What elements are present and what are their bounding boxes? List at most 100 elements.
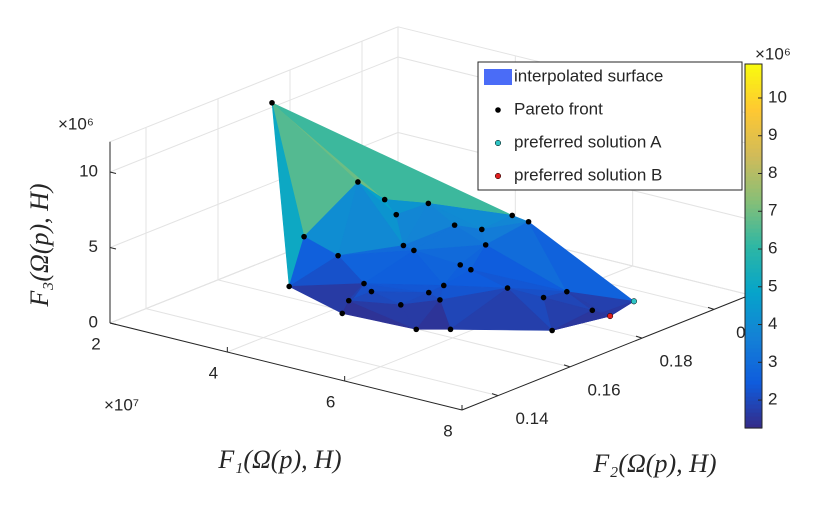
point: [630, 298, 637, 305]
colorbar-segment: [745, 68, 762, 73]
colorbar-segment: [745, 232, 762, 237]
box-edge: [109, 26, 399, 143]
z-tick: [109, 171, 117, 174]
x-tick-label: 6: [326, 392, 335, 411]
colorbar-segment: [745, 192, 762, 197]
point: [393, 211, 400, 218]
point: [564, 288, 570, 295]
colorbar-segment: [745, 76, 762, 81]
colorbar-segment: [745, 248, 762, 253]
colorbar-tick-label: 8: [768, 163, 777, 182]
colorbar-tick-label: 6: [768, 239, 777, 258]
colorbar-segment: [745, 104, 762, 109]
colorbar-segment: [745, 384, 762, 389]
colorbar-segment: [745, 136, 762, 141]
colorbar-segment: [745, 92, 762, 97]
colorbar-segment: [745, 256, 762, 261]
colorbar-segment: [745, 220, 762, 225]
colorbar-segment: [745, 416, 762, 421]
z-tick-label: 5: [89, 237, 98, 256]
colorbar-segment: [745, 72, 762, 77]
colorbar-segment: [745, 364, 762, 369]
colorbar-segment: [745, 336, 762, 341]
y-tick-label: 0.16: [587, 380, 620, 399]
colorbar-segment: [745, 204, 762, 209]
surface-facet: [415, 299, 451, 330]
colorbar-segment: [745, 176, 762, 181]
colorbar-segment: [745, 140, 762, 145]
colorbar-segment: [745, 184, 762, 189]
z-axis-label: F₃(Ω(p), H): [25, 183, 54, 307]
grid-line: [109, 56, 399, 173]
colorbar-tick-label: 2: [768, 390, 777, 409]
colorbar-segment: [745, 400, 762, 405]
point: [540, 294, 547, 301]
point: [355, 179, 361, 185]
point: [345, 297, 352, 304]
colorbar-tick-label: 4: [768, 314, 777, 333]
colorbar-segment: [745, 88, 762, 93]
colorbar-tick-label: 5: [768, 276, 777, 295]
colorbar-segment: [745, 108, 762, 113]
colorbar-segment: [745, 132, 762, 137]
point: [361, 280, 367, 287]
y-tick: [563, 364, 571, 368]
colorbar-segment: [745, 116, 762, 121]
point: [269, 99, 275, 106]
point: [400, 242, 407, 249]
colorbar-segment: [745, 380, 762, 385]
point: [440, 282, 447, 289]
z-tick: [109, 247, 117, 250]
y-tick: [635, 335, 643, 339]
colorbar-segment: [745, 64, 762, 69]
colorbar-segment: [745, 240, 762, 245]
colorbar-segment: [745, 168, 762, 173]
colorbar: 2 3 4 5 6 7 8 9 10: [744, 63, 787, 429]
point: [504, 285, 511, 291]
legend-label: preferred solution B: [514, 165, 662, 184]
point: [411, 247, 417, 254]
colorbar-segment: [745, 208, 762, 213]
colorbar-segment: [745, 180, 762, 185]
colorbar-segment: [745, 96, 762, 101]
colorbar-segment: [745, 344, 762, 349]
colorbar-segment: [745, 120, 762, 125]
colorbar-segment: [745, 252, 762, 257]
point: [549, 327, 555, 334]
point: [482, 242, 489, 248]
grid-line: [145, 308, 499, 397]
colorbar-segment: [745, 420, 762, 425]
colorbar-segment: [745, 216, 762, 221]
legend-swatch: [484, 69, 512, 85]
point: [509, 212, 516, 219]
colorbar-frame: [744, 63, 763, 429]
colorbar-segment: [745, 156, 762, 161]
point: [335, 252, 341, 259]
y-tick: [707, 306, 715, 310]
colorbar-segment: [745, 112, 762, 117]
point: [589, 307, 596, 314]
colorbar-segment: [745, 424, 762, 429]
colorbar-segment: [745, 164, 762, 169]
colorbar-segment: [745, 304, 762, 309]
colorbar-exponent: ×10⁶: [755, 44, 791, 63]
colorbar-segment: [745, 260, 762, 265]
surface-facet: [450, 287, 553, 331]
point: [457, 262, 464, 268]
colorbar-tick-label: 10: [768, 87, 787, 106]
colorbar-segment: [745, 264, 762, 269]
colorbar-segment: [745, 288, 762, 293]
y-tick-label: 0.14: [515, 409, 548, 428]
colorbar-segment: [745, 356, 762, 361]
point: [425, 289, 432, 296]
colorbar-segment: [745, 360, 762, 365]
legend-box: [477, 61, 743, 191]
y-axis: [461, 294, 751, 411]
legend: interpolated surface Pareto front preferre…: [477, 61, 743, 191]
colorbar-segment: [745, 308, 762, 313]
point: [339, 310, 346, 317]
colorbar-segment: [745, 316, 762, 321]
points: [269, 99, 637, 334]
legend-label: Pareto front: [514, 99, 603, 118]
